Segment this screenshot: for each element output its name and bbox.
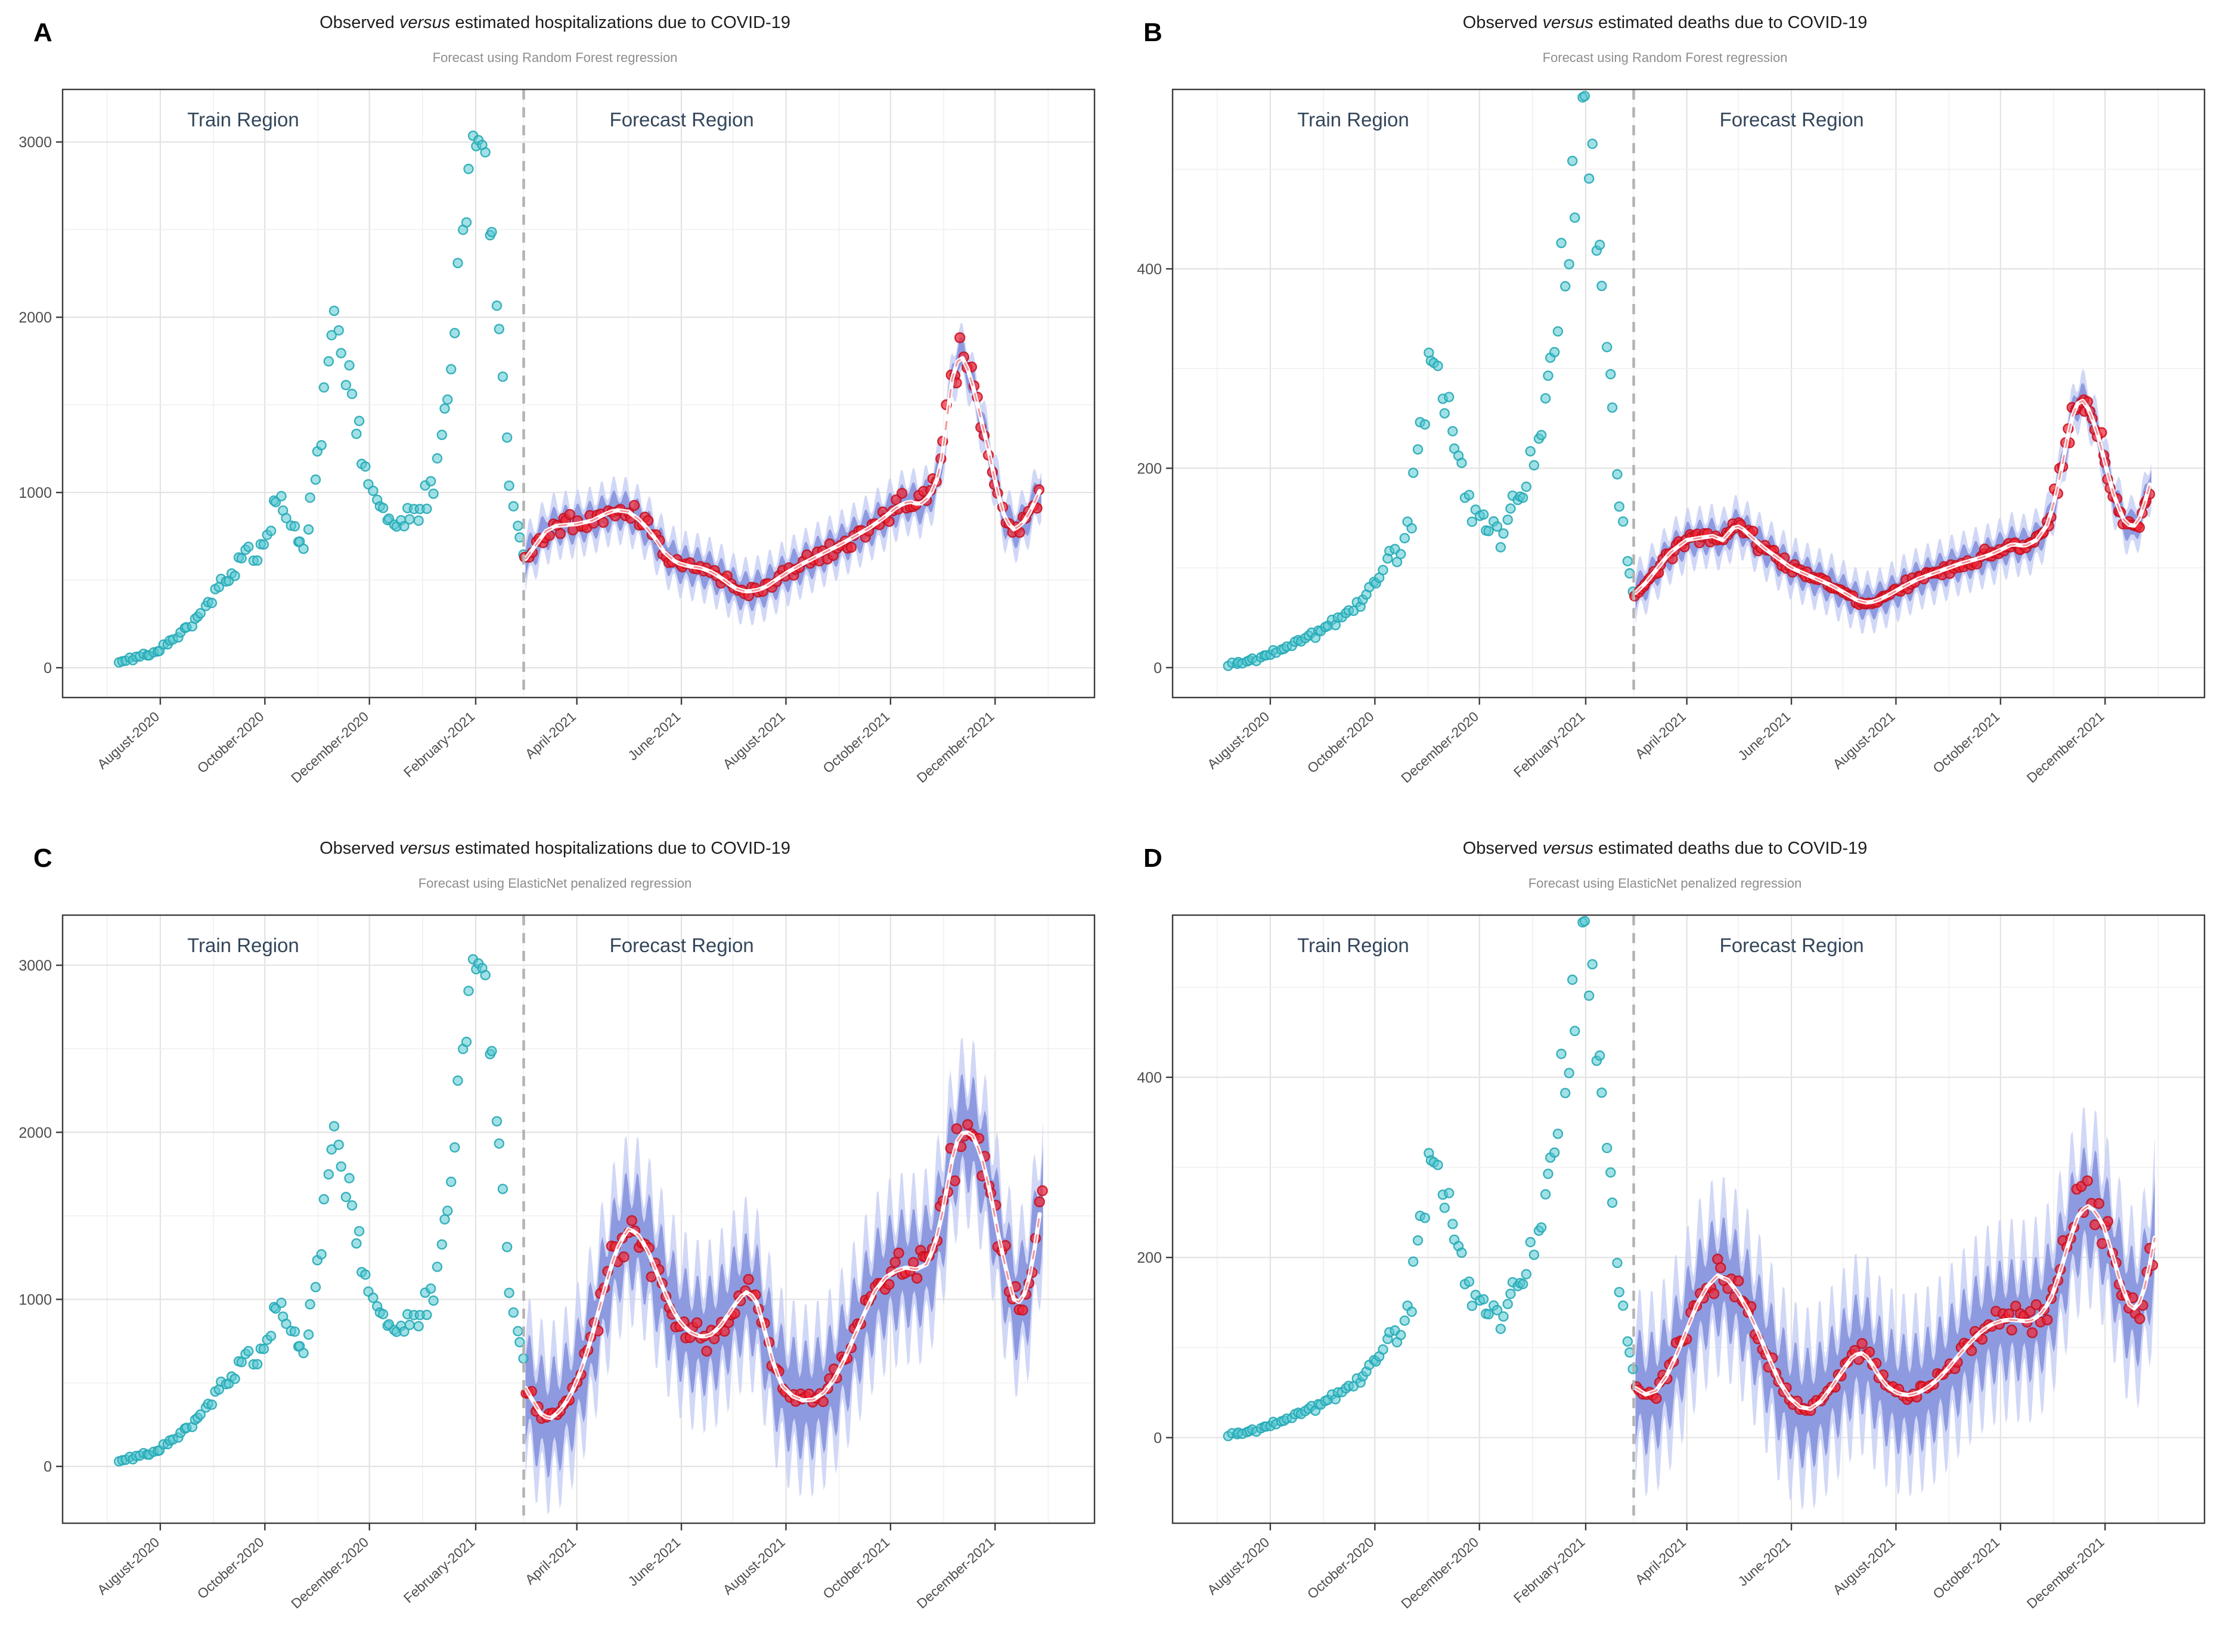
- y-axis-tick-label: 2000: [18, 1124, 52, 1141]
- title-text: Observed: [320, 839, 399, 858]
- title-text: estimated deaths due to COVID-19: [1593, 839, 1868, 858]
- title-text: estimated hospitalizations due to COVID-…: [450, 839, 790, 858]
- chart-c-hospitalizations-elasticnet: Train Region Forecast Region 0 1000 2000 3000…: [0, 826, 1110, 1651]
- panel-c-title: Observed versus estimated hospitalizatio…: [0, 839, 1110, 858]
- panel-d-title: Observed versus estimated deaths due to …: [1110, 839, 2220, 858]
- y-axis-tick-label: 0: [44, 660, 52, 677]
- title-text: estimated deaths due to COVID-19: [1593, 13, 1868, 32]
- panel-a-subtitle: Forecast using Random Forest regression: [432, 50, 678, 65]
- title-text: Observed: [320, 13, 399, 32]
- title-text: Observed: [1462, 839, 1543, 858]
- y-axis-tick-label: 3000: [18, 134, 52, 151]
- y-axis-tick-label: 1000: [18, 1292, 52, 1309]
- title-text: Observed: [1462, 13, 1543, 32]
- chart-b-deaths-rf: Train Region Forecast Region0200400August…: [1110, 0, 2220, 826]
- train-region-label: Train Region: [187, 934, 299, 956]
- panel-c: C Observed versus estimated hospitalizat…: [0, 826, 1110, 1651]
- panel-b-title: Observed versus estimated deaths due to …: [1110, 13, 2220, 33]
- panel-a-title: Observed versus estimated hospitalizatio…: [0, 13, 1110, 33]
- chart-a-hospitalizations-rf: Train Region Forecast Region 0 1000 2000 3000…: [0, 0, 1110, 826]
- panel-b-subtitle: Forecast using Random Forest regression: [1542, 50, 1788, 65]
- chart-d-deaths-elasticnet: Train Region Forecast Region0200400August…: [1110, 826, 2220, 1651]
- panel-a-letter: A: [33, 18, 52, 47]
- y-axis-tick-label: 3000: [18, 957, 52, 974]
- panel-c-subtitle: Forecast using ElasticNet penalized regr…: [418, 876, 692, 891]
- y-axis-tick-label: 2000: [18, 309, 52, 326]
- panel-d: D Observed versus estimated deaths due t…: [1110, 826, 2220, 1651]
- y-axis-tick-label: 200: [1137, 1250, 1162, 1266]
- y-axis-tick-label: 0: [1154, 660, 1162, 677]
- y-axis-tick-label: 0: [44, 1459, 52, 1476]
- forecast-region-label: Forecast Region: [1720, 934, 1864, 956]
- title-italic-word: versus: [1542, 13, 1593, 32]
- panel-c-letter: C: [33, 844, 52, 873]
- y-axis-tick-label: 400: [1137, 1070, 1162, 1086]
- panel-a: A Observed versus estimated hospitalizat…: [0, 0, 1110, 826]
- y-axis-tick-label: 200: [1137, 460, 1162, 477]
- train-region-label: Train Region: [1297, 934, 1409, 956]
- y-axis-tick-label: 400: [1137, 261, 1162, 278]
- y-axis-tick-label: 0: [1154, 1430, 1162, 1446]
- title-text: estimated hospitalizations due to COVID-…: [450, 13, 790, 32]
- forecast-region-label: Forecast Region: [1720, 109, 1864, 131]
- y-axis-tick-label: 1000: [18, 485, 52, 501]
- title-italic-word: versus: [1542, 839, 1593, 858]
- train-region-label: Train Region: [1297, 109, 1409, 131]
- panel-d-letter: D: [1143, 844, 1162, 873]
- title-italic-word: versus: [399, 13, 451, 32]
- forecast-region-label: Forecast Region: [610, 109, 754, 131]
- panel-b: B Observed versus estimated deaths due t…: [1110, 0, 2220, 826]
- panel-d-subtitle: Forecast using ElasticNet penalized regr…: [1528, 876, 1802, 891]
- panel-b-letter: B: [1143, 18, 1162, 47]
- title-italic-word: versus: [399, 839, 451, 858]
- train-region-label: Train Region: [187, 109, 299, 131]
- forecast-region-label: Forecast Region: [610, 934, 754, 956]
